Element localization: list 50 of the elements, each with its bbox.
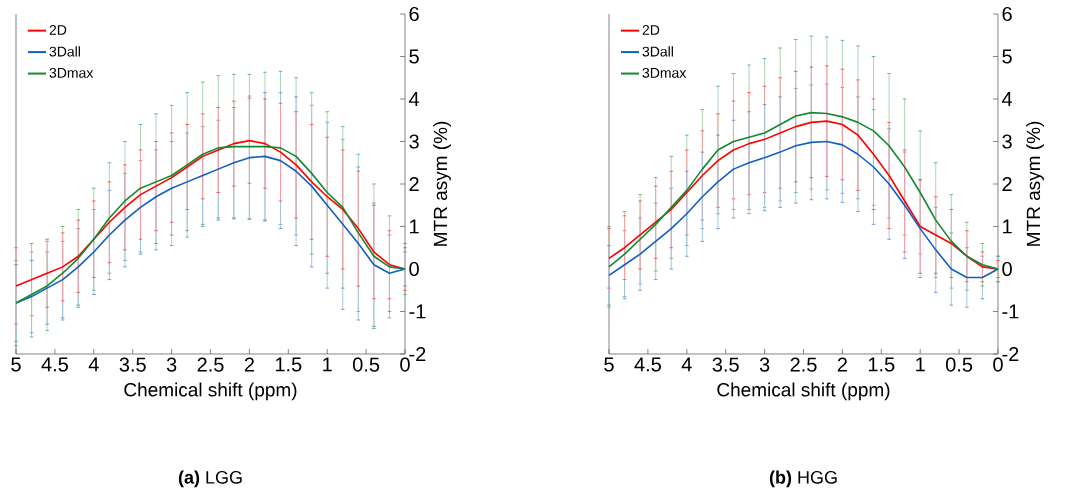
y-tick-label: -2 <box>1002 347 1019 361</box>
x-tick-label: 3 <box>759 357 770 372</box>
x-tick-label: 5 <box>11 357 21 372</box>
legend-label: 3Dmax <box>642 67 687 78</box>
x-tick-label: 2.5 <box>790 357 817 372</box>
y-axis-title: MTR asym (%) <box>1026 121 1044 246</box>
y-tick-label: 1 <box>1003 219 1012 234</box>
x-tick-label: 2 <box>837 357 847 372</box>
x-tick-label: 5 <box>604 357 614 372</box>
x-tick-label: 2 <box>244 357 254 372</box>
legend-label: 2D <box>49 24 67 35</box>
y-tick-label: -1 <box>1002 304 1019 319</box>
x-tick-label: 3 <box>166 357 177 372</box>
x-axis-title: Chemical shift (ppm) <box>124 382 297 401</box>
x-tick-label: 1.5 <box>275 357 302 372</box>
x-tick-label: 4 <box>88 357 99 372</box>
y-tick-label: 1 <box>410 219 419 234</box>
x-axis-title: Chemical shift (ppm) <box>717 382 890 401</box>
y-tick-label: 6 <box>1002 6 1012 22</box>
y-axis-title: MTR asym (%) <box>433 121 451 246</box>
x-tick-label: 1.5 <box>868 357 895 372</box>
y-tick-label: 6 <box>409 6 419 22</box>
y-tick-label: -1 <box>409 304 426 319</box>
x-tick-label: 4.5 <box>634 357 661 372</box>
y-tick-label: 2 <box>409 177 419 191</box>
x-tick-label: 0.5 <box>352 357 380 372</box>
legend-label: 2D <box>642 24 660 35</box>
y-tick-label: 0 <box>409 261 419 277</box>
x-tick-label: 1 <box>323 357 332 372</box>
legend-label: 3Dall <box>49 46 80 57</box>
y-tick-label: 4 <box>408 92 420 106</box>
y-tick-label: 5 <box>1002 49 1012 64</box>
legend-label: 3Dmax <box>49 67 94 78</box>
y-tick-label: 2 <box>1002 177 1012 191</box>
y-tick-label: 3 <box>409 134 419 149</box>
y-tick-label: 0 <box>1002 261 1012 277</box>
y-tick-label: 4 <box>1001 92 1013 106</box>
legend-label: 3Dall <box>642 46 673 57</box>
x-tick-label: 4.5 <box>41 357 68 372</box>
y-tick-label: 5 <box>409 49 419 64</box>
x-tick-label: 3.5 <box>119 357 146 372</box>
x-tick-label: 2.5 <box>197 357 224 372</box>
text: (a) LGG <box>178 470 242 488</box>
x-tick-label: 1 <box>916 357 925 372</box>
x-tick-label: 4 <box>681 357 692 372</box>
y-tick-label: 3 <box>1002 134 1012 149</box>
x-tick-label: 3.5 <box>712 357 739 372</box>
text: (b) HGG <box>769 470 837 488</box>
y-tick-label: -2 <box>409 347 426 361</box>
x-tick-label: 0.5 <box>945 357 973 372</box>
